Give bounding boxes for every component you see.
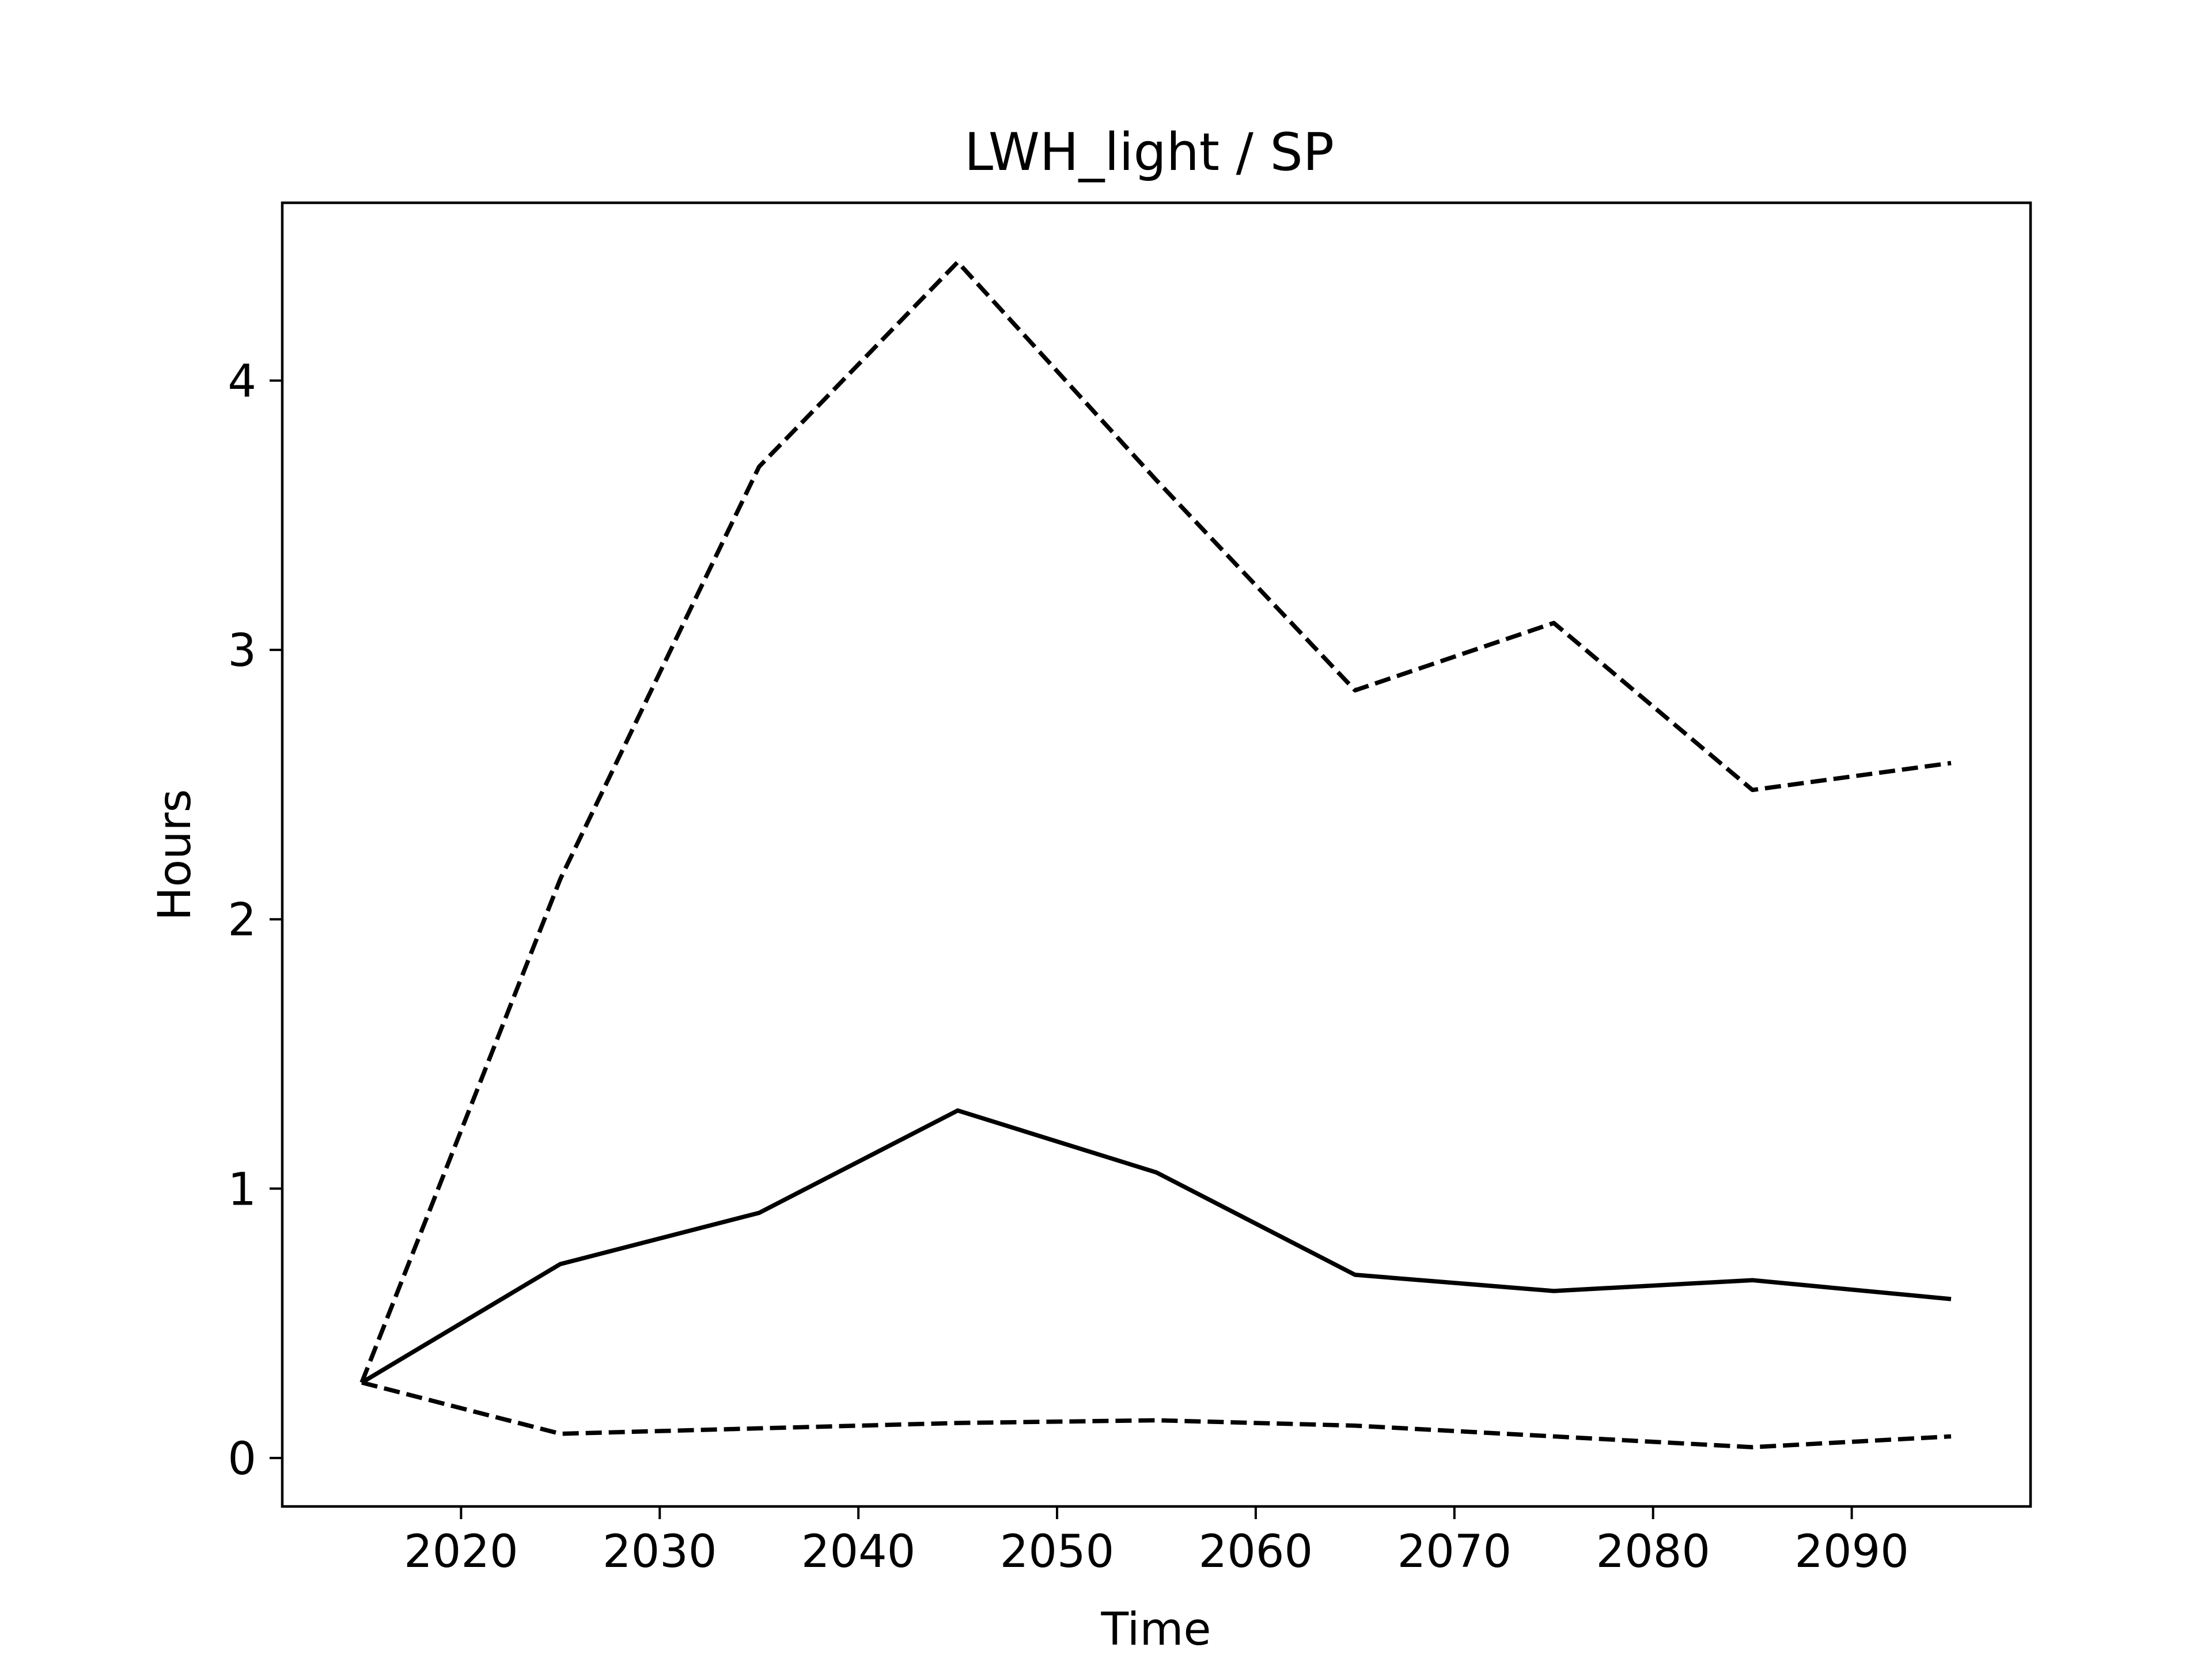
x-tick-label: 2030	[603, 1526, 717, 1578]
x-tick-label: 2050	[1000, 1526, 1115, 1578]
x-axis-label: Time	[1101, 1604, 1211, 1656]
series-layer	[359, 260, 1952, 1449]
x-tick-label: 2040	[801, 1526, 916, 1578]
x-tick-label: 2080	[1596, 1526, 1710, 1578]
y-tick-label: 3	[228, 625, 256, 677]
y-tick-label: 4	[228, 356, 256, 408]
y-tick-label: 2	[228, 895, 256, 947]
series-line-1-dashed	[359, 260, 1952, 1384]
x-axis: 2020 2030 2040 2050 2060 2070 2080 2090	[404, 1506, 1909, 1578]
y-tick-label: 0	[228, 1433, 256, 1485]
x-tick-label: 2090	[1794, 1526, 1909, 1578]
y-axis: 0 1 2 3 4	[228, 356, 282, 1485]
y-tick-label: 1	[228, 1164, 256, 1216]
x-tick-label: 2070	[1397, 1526, 1512, 1578]
plot-frame	[281, 201, 2032, 1508]
x-tick-label: 2060	[1199, 1526, 1313, 1578]
series-line-3-dashed	[361, 1380, 1952, 1449]
series-line-2-solid	[361, 1108, 1952, 1385]
x-tick-label: 2020	[404, 1526, 518, 1578]
y-axis-label: Hours	[149, 789, 201, 921]
chart-title: LWH_light / SP	[964, 122, 1334, 183]
